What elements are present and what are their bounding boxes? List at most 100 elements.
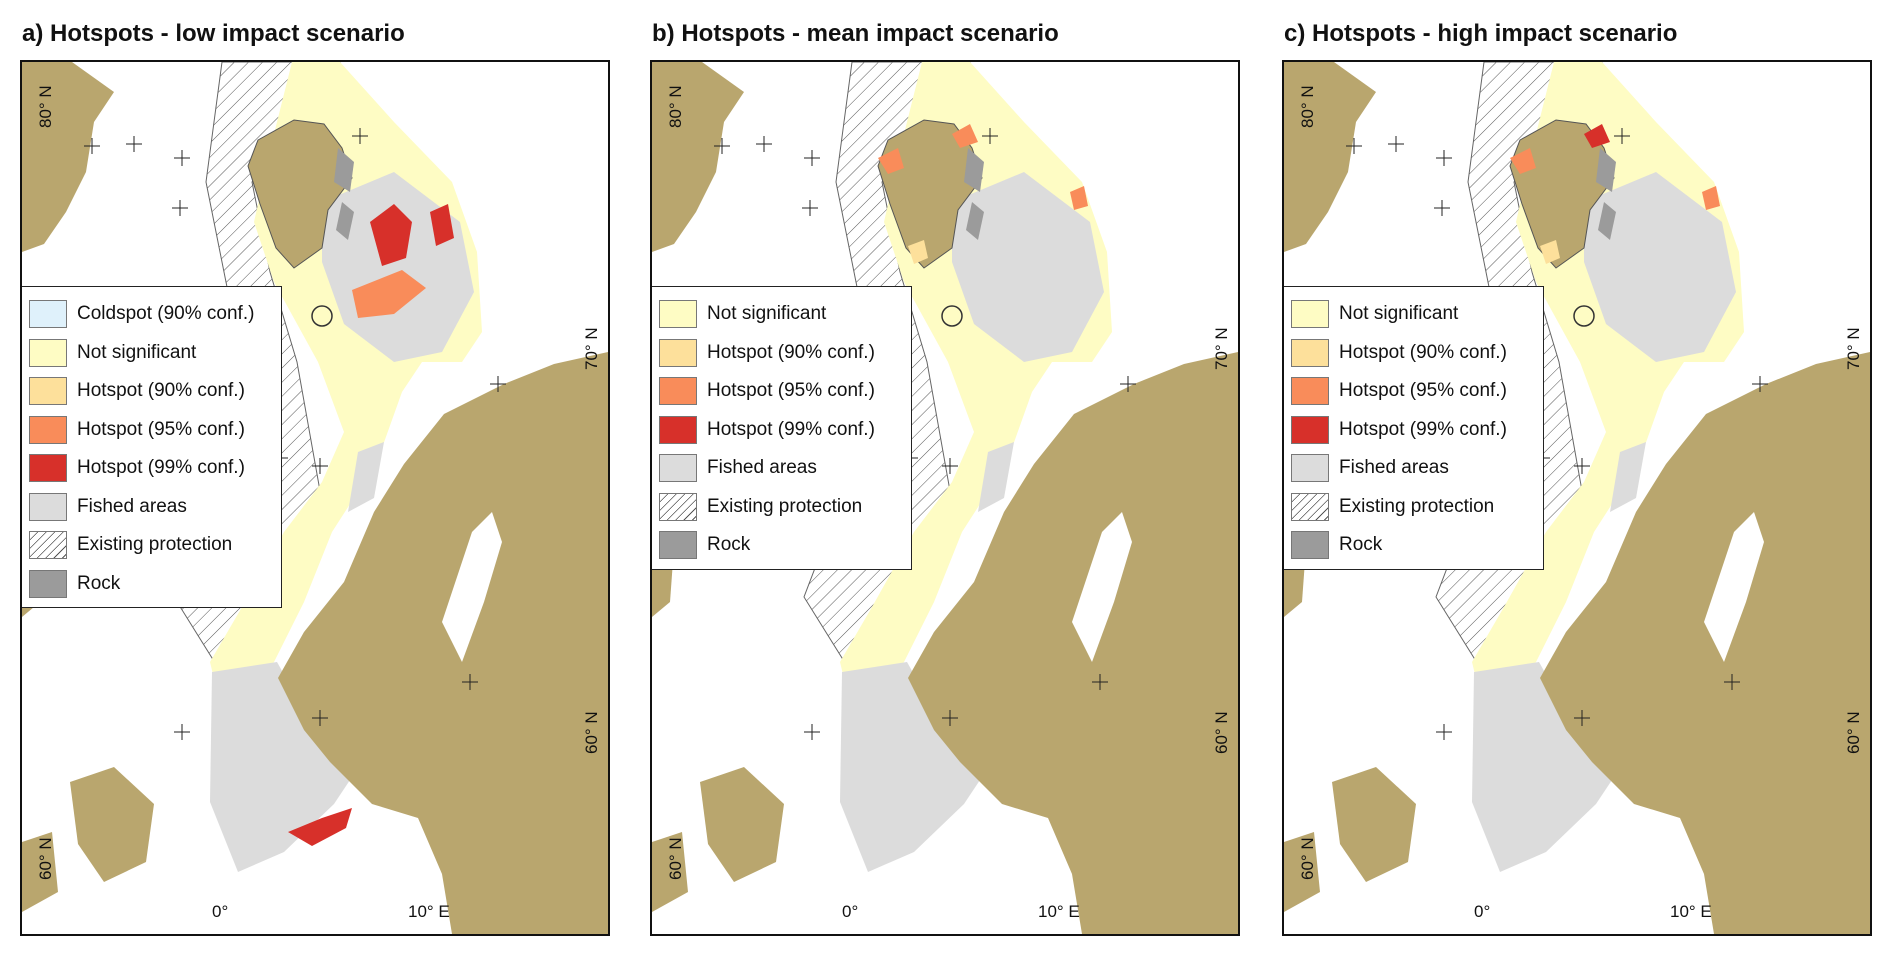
hotspot-patch: [1584, 124, 1610, 148]
panel-b: b) Hotspots - mean impact scenario Not s…: [630, 0, 1240, 957]
lat-tick-60-left: 60° N: [36, 837, 55, 880]
graticule-cross: [942, 458, 958, 474]
legend-label: Fished areas: [1339, 457, 1449, 479]
svalbard-land: [877, 119, 983, 269]
panel-c: c) Hotspots - high impact scenario Not s…: [1262, 0, 1872, 957]
panel-a: a) Hotspots - low impact scenario Coldsp…: [0, 0, 610, 957]
rock-area: [334, 148, 354, 192]
hotspot-90-patch: [908, 240, 928, 264]
lat-tick-60-left: 60° N: [1298, 837, 1317, 880]
fished-area-south: [1472, 662, 1624, 872]
map-legend: Not significant Hotspot (90% conf.) Hots…: [652, 286, 912, 570]
panel-title: b) Hotspots - mean impact scenario: [652, 20, 1059, 47]
legend-label: Coldspot (90% conf.): [77, 303, 255, 325]
lat-tick-70: 70° N: [1844, 327, 1863, 370]
legend-label: Not significant: [707, 303, 827, 325]
legend-swatch: [1291, 300, 1329, 329]
lat-tick-70: 70° N: [582, 327, 601, 370]
graticule-cross: [1574, 458, 1590, 474]
greenland-land: [22, 62, 114, 252]
ireland-land: [652, 832, 688, 912]
legend-item-rock: Rock: [1291, 526, 1535, 565]
legend-item-hotspot-99: Hotspot (99% conf.): [29, 449, 273, 488]
hotspot-95-patch: [1070, 186, 1088, 210]
legend-item-fished-areas: Fished areas: [659, 449, 903, 488]
legend-item-existing-protection: Existing protection: [29, 526, 273, 565]
bear-island-marker: [941, 305, 963, 327]
lat-tick-80: 80° N: [666, 85, 685, 128]
rock-area: [1598, 202, 1616, 240]
lon-tick-10: 10° E: [408, 902, 450, 921]
scandinavia-land: [278, 352, 608, 934]
lon-tick-0: 0°: [842, 902, 859, 921]
rock-area: [336, 202, 354, 240]
lon-tick-0: 0°: [212, 902, 229, 921]
graticule-cross: [172, 200, 188, 216]
legend-item-hotspot-95: Hotspot (95% conf.): [29, 411, 273, 450]
graticule-cross: [1388, 136, 1404, 152]
lat-tick-70: 70° N: [1212, 327, 1231, 370]
legend-swatch: [659, 338, 697, 367]
graticule-cross: [312, 710, 328, 726]
graticule-cross: [84, 138, 100, 154]
legend-label: Rock: [707, 534, 751, 556]
graticule-cross: [1752, 376, 1768, 392]
graticule-cross: [714, 138, 730, 154]
legend-label: Hotspot (99% conf.): [707, 418, 875, 440]
ireland-land: [22, 832, 58, 912]
legend-item-coldspot: Coldspot (90% conf.): [29, 295, 273, 334]
lat-tick-80: 80° N: [36, 85, 55, 128]
legend-swatch: [659, 492, 697, 521]
legend-swatch: [659, 531, 697, 560]
fished-area-coast: [348, 442, 384, 512]
fished-area-south: [210, 662, 362, 872]
fished-area-coast: [1610, 442, 1646, 512]
map-svg: [22, 62, 608, 934]
legend-item-rock: Rock: [659, 526, 903, 565]
fished-area-north: [952, 172, 1104, 362]
legend-swatch: [659, 300, 697, 329]
graticule-cross: [804, 724, 820, 740]
hotspot-90-patch: [1540, 240, 1560, 264]
graticule-cross: [352, 128, 368, 144]
hotspot-95-patch: [352, 270, 426, 318]
hotspot-patch: [952, 124, 978, 148]
graticule-cross: [490, 376, 506, 392]
graticule-cross: [462, 674, 478, 690]
ireland-land: [1284, 832, 1320, 912]
legend-swatch: [659, 415, 697, 444]
legend-item-fished-areas: Fished areas: [1291, 449, 1535, 488]
map-frame: Not significant Hotspot (90% conf.) Hots…: [1282, 60, 1872, 936]
legend-label: Fished areas: [77, 495, 187, 517]
legend-swatch: [1291, 415, 1329, 444]
graticule-cross: [126, 136, 142, 152]
graticule-cross: [1092, 674, 1108, 690]
graticule-cross: [804, 150, 820, 166]
legend-label: Hotspot (90% conf.): [1339, 341, 1507, 363]
hotspot-99-patch: [370, 204, 412, 266]
legend-item-hotspot-99: Hotspot (99% conf.): [659, 411, 903, 450]
legend-swatch: [29, 569, 67, 598]
graticule-cross: [1120, 376, 1136, 392]
bear-island-marker: [311, 305, 333, 327]
greenland-land: [1284, 62, 1376, 252]
legend-swatch: [29, 377, 67, 406]
graticule-cross: [1434, 200, 1450, 216]
legend-item-hotspot-99: Hotspot (99% conf.): [1291, 411, 1535, 450]
legend-label: Hotspot (90% conf.): [77, 380, 245, 402]
legend-label: Hotspot (90% conf.): [707, 341, 875, 363]
legend-label: Fished areas: [707, 457, 817, 479]
hotspot-99-patch: [288, 808, 352, 846]
map-legend: Coldspot (90% conf.) Not significant Hot…: [22, 286, 282, 608]
lon-tick-10: 10° E: [1670, 902, 1712, 921]
legend-swatch: [1291, 377, 1329, 406]
legend-item-not-significant: Not significant: [659, 295, 903, 334]
graticule-cross: [174, 724, 190, 740]
rock-area: [1596, 148, 1616, 192]
legend-label: Hotspot (99% conf.): [77, 457, 245, 479]
legend-label: Existing protection: [1339, 495, 1495, 517]
lat-tick-60-right: 60° N: [582, 711, 601, 754]
graticule-cross: [756, 136, 772, 152]
graticule-cross: [1436, 724, 1452, 740]
graticule-cross: [1574, 710, 1590, 726]
